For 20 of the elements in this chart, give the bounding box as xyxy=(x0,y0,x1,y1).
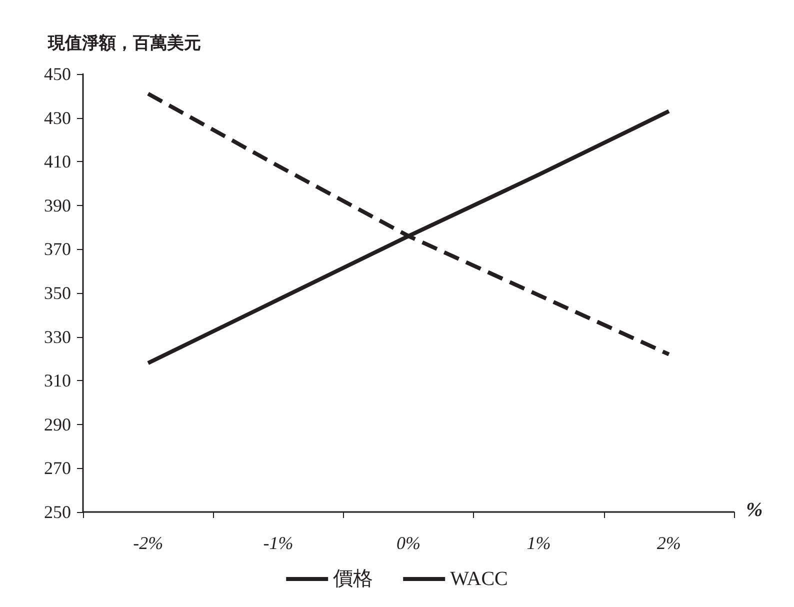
x-tick-label: 2% xyxy=(656,533,681,553)
y-tick-label: 370 xyxy=(44,239,71,260)
x-tick-label: -1% xyxy=(263,533,294,553)
x-tick-label: 0% xyxy=(396,533,420,553)
y-tick-label: 410 xyxy=(44,152,71,172)
x-tick-label: -2% xyxy=(133,533,164,553)
y-tick-label: 270 xyxy=(44,458,71,478)
y-axis-title: 現值淨額，百萬美元 xyxy=(47,34,201,54)
y-tick-label: 250 xyxy=(44,502,71,522)
y-tick-label: 330 xyxy=(44,326,71,347)
legend-label: WACC xyxy=(450,568,508,590)
x-tick-label: 1% xyxy=(526,533,551,553)
y-tick-label: 390 xyxy=(44,195,71,216)
legend-label: 價格 xyxy=(333,568,374,590)
x-axis-title: % xyxy=(746,499,763,521)
y-tick-label: 310 xyxy=(44,370,71,391)
y-tick-label: 350 xyxy=(44,283,71,303)
y-tick-label: 450 xyxy=(44,64,71,84)
y-tick-label: 290 xyxy=(44,414,71,434)
y-tick-label: 430 xyxy=(44,108,71,128)
